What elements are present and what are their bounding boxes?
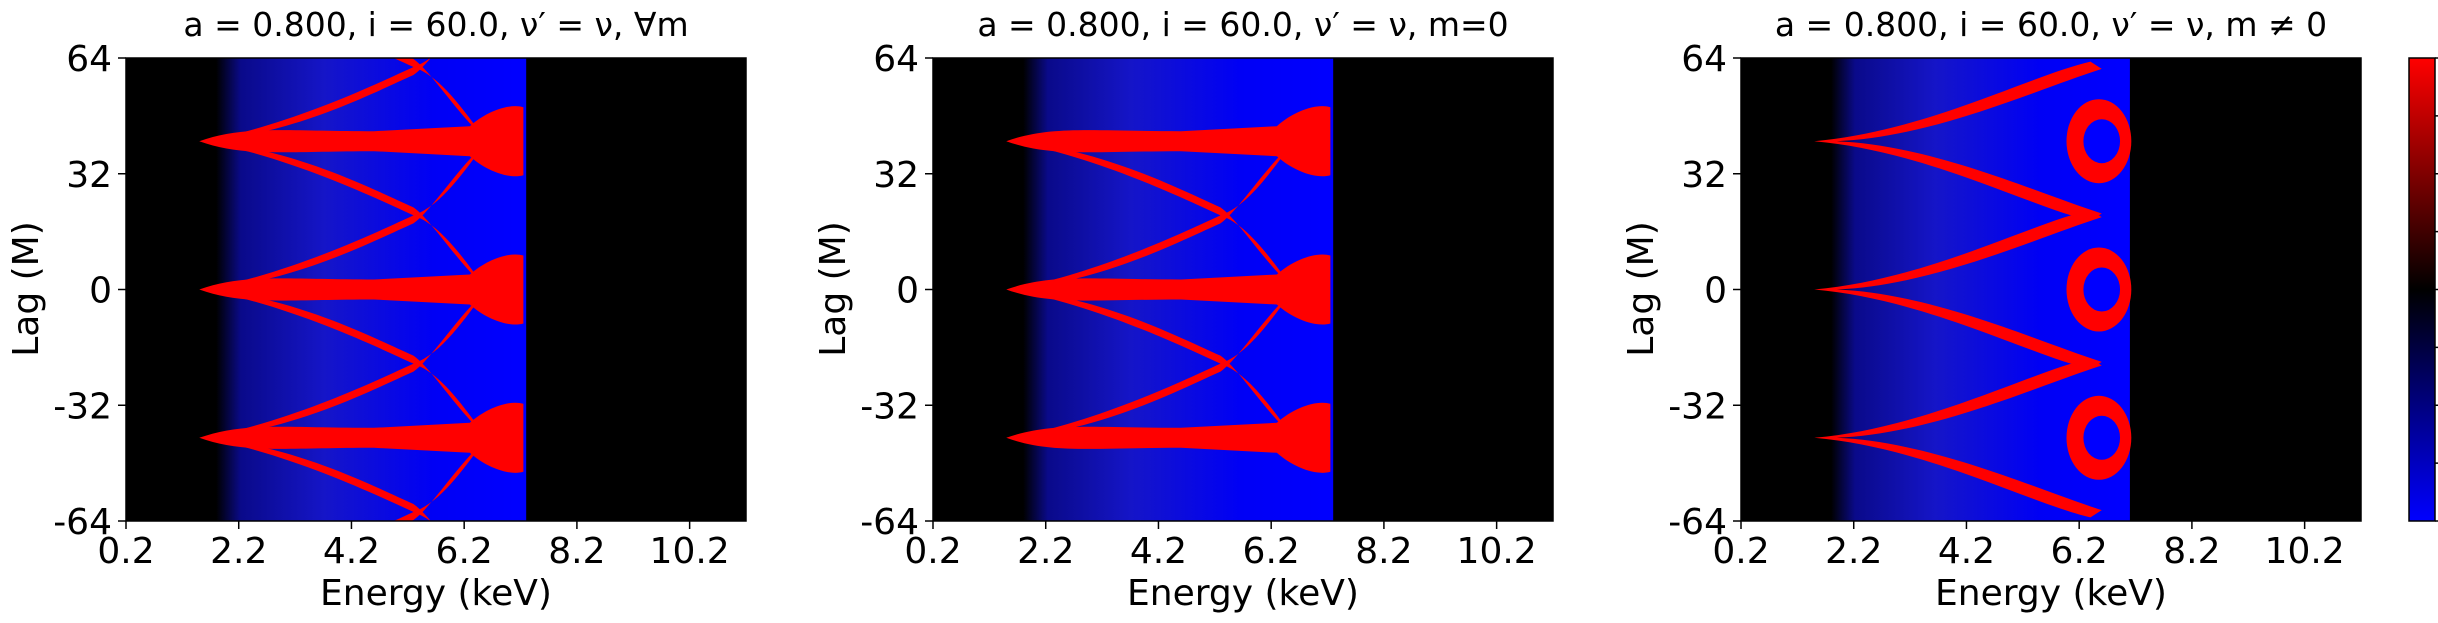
y-tick-label: -32 (860, 386, 919, 427)
heatmap-arrow (199, 402, 524, 473)
heatmap-panel-m0: a = 0.800, i = 60.0, ν′ = ν, m=0 0.2 2.2 4… (813, 5, 1554, 614)
x-tick-label: 0.2 (1712, 531, 1769, 572)
plot-area (1741, 58, 2361, 521)
x-tick-label: 10.2 (650, 531, 730, 572)
y-tick-label: 32 (873, 155, 919, 196)
x-tick-label: 2.2 (1825, 531, 1882, 572)
x-axis-ticks: 0.2 2.2 4.2 6.2 8.2 10.2 (1712, 521, 2345, 572)
y-tick-label: -64 (860, 502, 919, 543)
y-tick-label: 64 (66, 39, 112, 80)
x-tick-label: 2.2 (210, 531, 267, 572)
x-tick-label: 4.2 (323, 531, 380, 572)
y-axis-label: Lag (M) (1621, 221, 1662, 357)
x-tick-label: 10.2 (1457, 531, 1537, 572)
heatmap-v-branch (1814, 61, 2102, 221)
plot-area (126, 58, 746, 521)
panel-title: a = 0.800, i = 60.0, ν′ = ν, ∀m (183, 5, 688, 44)
x-tick-label: 4.2 (1130, 531, 1187, 572)
heatmap-lens-core (2083, 415, 2121, 460)
x-tick-label: 6.2 (2051, 531, 2108, 572)
y-tick-label: 32 (1681, 155, 1727, 196)
y-axis-label: Lag (M) (813, 221, 854, 357)
colorbar (2408, 57, 2438, 522)
x-tick-label: 10.2 (2265, 531, 2345, 572)
x-tick-label: 0.2 (904, 531, 961, 572)
colorbar-gradient (2408, 57, 2436, 522)
panel-title: a = 0.800, i = 60.0, ν′ = ν, m ≠ 0 (1775, 5, 2327, 44)
x-axis-ticks: 0.2 2.2 4.2 6.2 8.2 10.2 (904, 521, 1537, 572)
y-tick-label: -32 (53, 386, 112, 427)
heatmap-arrow (1006, 254, 1331, 325)
x-axis-ticks: 0.2 2.2 4.2 6.2 8.2 10.2 (97, 521, 730, 572)
x-tick-label: 0.2 (97, 531, 154, 572)
heatmap-v-branch (1814, 358, 2102, 518)
heatmap-arrow (199, 254, 524, 325)
y-tick-label: 32 (66, 155, 112, 196)
y-tick-label: 0 (1704, 271, 1727, 312)
heatmap-v-branch (1814, 209, 2102, 370)
heatmap-panel-m-nonzero: a = 0.800, i = 60.0, ν′ = ν, m ≠ 0 0.2 2.… (1621, 5, 2362, 614)
heatmap-panel-all-modes: a = 0.800, i = 60.0, ν′ = ν, ∀m 0.2 2.2 4.… (6, 5, 747, 614)
heatmap-lens-core (2083, 119, 2121, 164)
x-tick-label: 8.2 (548, 531, 605, 572)
heatmap-arrow (199, 106, 524, 177)
plot-area (933, 58, 1553, 521)
heatmap-arrow (1006, 402, 1331, 473)
heatmap-lens-core (2083, 267, 2121, 312)
y-tick-label: 64 (873, 39, 919, 80)
y-tick-label: 0 (896, 271, 919, 312)
y-axis-ticks: 64 32 0 -32 -64 (53, 39, 126, 543)
x-tick-label: 4.2 (1938, 531, 1995, 572)
x-tick-label: 6.2 (436, 531, 493, 572)
y-tick-label: -64 (1668, 502, 1727, 543)
x-axis-label: Energy (keV) (1127, 573, 1359, 614)
x-tick-label: 8.2 (2163, 531, 2220, 572)
panel-title: a = 0.800, i = 60.0, ν′ = ν, m=0 (977, 5, 1508, 44)
y-axis-label: Lag (M) (6, 221, 47, 357)
y-tick-label: -32 (1668, 386, 1727, 427)
y-tick-label: -64 (53, 502, 112, 543)
x-tick-label: 2.2 (1017, 531, 1074, 572)
x-tick-label: 8.2 (1355, 531, 1412, 572)
y-axis-ticks: 64 32 0 -32 -64 (860, 39, 933, 543)
x-tick-label: 6.2 (1243, 531, 1300, 572)
y-axis-ticks: 64 32 0 -32 -64 (1668, 39, 1741, 543)
x-axis-label: Energy (keV) (320, 573, 552, 614)
x-axis-label: Energy (keV) (1935, 573, 2167, 614)
y-tick-label: 64 (1681, 39, 1727, 80)
heatmap-arrow (1006, 106, 1331, 177)
y-tick-label: 0 (89, 271, 112, 312)
